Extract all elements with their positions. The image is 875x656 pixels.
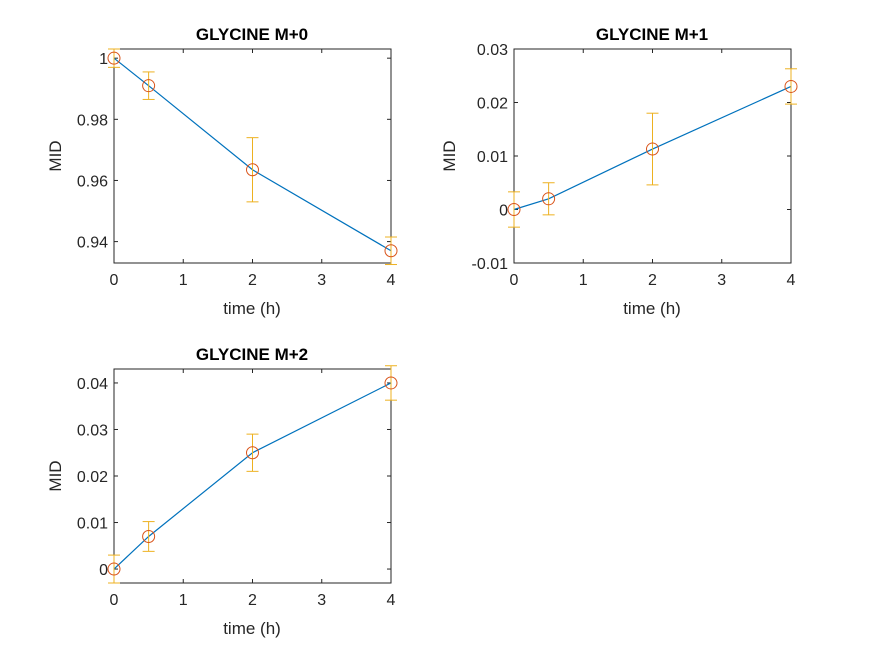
y-tick-label: 0.94: [77, 235, 108, 252]
y-tick-label: -0.01: [472, 256, 509, 273]
error-bar: [142, 521, 155, 552]
x-tick-label: 1: [579, 272, 588, 289]
x-tick-label: 1: [179, 272, 188, 289]
error-bar: [385, 236, 397, 266]
y-tick-label: 0.02: [477, 96, 508, 113]
data-point-marker: [784, 79, 798, 93]
x-tick-label: 0: [110, 592, 119, 609]
error-bar: [542, 182, 555, 216]
y-tick-label: 0.01: [77, 516, 108, 533]
error-bar: [385, 365, 397, 401]
subplot-1-plot: 0 1 2 3 4 0.94 0.96 0.98 1: [77, 48, 398, 289]
y-tick-label: 1: [99, 51, 108, 68]
x-tick-label: 4: [387, 592, 396, 609]
subplot-3-title: GLYCINE M+2: [196, 345, 308, 364]
error-bar: [246, 433, 259, 472]
data-point-marker: [646, 142, 659, 156]
error-bar: [508, 191, 520, 228]
data-point-marker: [107, 51, 121, 65]
error-bar: [246, 137, 259, 203]
x-tick-label: 3: [317, 272, 326, 289]
subplot-3-xlabel: time (h): [223, 619, 281, 638]
y-tick-label: 0.96: [77, 173, 108, 190]
x-tick-label: 2: [648, 272, 657, 289]
x-tick-label: 4: [387, 272, 396, 289]
x-tick-label: 1: [179, 592, 188, 609]
data-point-marker: [246, 446, 259, 460]
subplot-glycine-m0: GLYCINE M+0 time (h) MID 0 1 2 3 4 0.94 0.96 0.…: [46, 25, 398, 318]
data-point-marker: [384, 244, 398, 258]
y-tick-label: 0.04: [77, 376, 108, 393]
axes-box: [113, 368, 392, 584]
data-point-marker: [107, 562, 121, 576]
subplot-1-ylabel: MID: [46, 140, 65, 171]
y-tick-label: 0: [99, 562, 108, 579]
subplot-3-plot: 0 1 2 3 4 0 0.01 0.02 0.03 0.04: [77, 365, 398, 609]
error-bar: [108, 554, 120, 584]
subplot-glycine-m1: GLYCINE M+1 time (h) MID 0 1 2 3 4-0.0100.01…: [440, 25, 798, 318]
data-point-marker: [142, 79, 156, 93]
x-tick-label: 0: [110, 272, 119, 289]
error-bar: [142, 71, 155, 100]
data-point-marker: [246, 163, 259, 177]
data-point-marker: [142, 529, 156, 543]
subplot-3-ylabel: MID: [46, 460, 65, 491]
subplot-1-title: GLYCINE M+0: [196, 25, 308, 44]
y-tick-label: 0.98: [77, 112, 108, 129]
subplot-2-ylabel: MID: [440, 140, 459, 171]
x-tick-label: 3: [717, 272, 726, 289]
subplot-2-xlabel: time (h): [623, 299, 681, 318]
x-tick-label: 4: [787, 272, 796, 289]
data-point-marker: [542, 192, 556, 206]
error-bar: [646, 112, 659, 186]
x-tick-label: 3: [317, 592, 326, 609]
series-line: [513, 85, 792, 211]
x-tick-label: 2: [248, 272, 257, 289]
subplot-glycine-m2: GLYCINE M+2 time (h) MID 0 1 2 3 400.010.020…: [46, 345, 398, 638]
y-tick-label: 0.03: [477, 42, 508, 59]
y-tick-label: 0.01: [477, 149, 508, 166]
error-bar: [785, 68, 797, 105]
data-point-marker: [507, 203, 521, 216]
y-tick-label: 0: [499, 203, 508, 220]
y-tick-label: 0.02: [77, 469, 108, 486]
subplot-2-title: GLYCINE M+1: [596, 25, 708, 44]
x-tick-label: 2: [248, 592, 257, 609]
subplot-1-xlabel: time (h): [223, 299, 281, 318]
data-point-marker: [384, 376, 398, 390]
series-line: [113, 57, 392, 252]
y-tick-label: 0.03: [77, 422, 108, 439]
series-line: [113, 382, 392, 570]
x-tick-label: 0: [510, 272, 519, 289]
